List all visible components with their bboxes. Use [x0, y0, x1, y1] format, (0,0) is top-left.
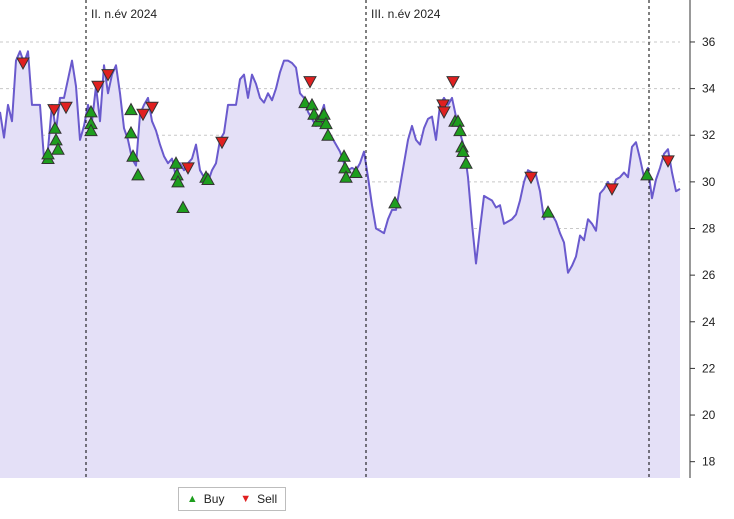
sell-signal-marker — [437, 106, 451, 119]
buy-signal-marker — [337, 149, 351, 162]
y-tick-label: 26 — [702, 268, 716, 282]
buy-signal-marker — [48, 121, 62, 134]
y-tick-label: 20 — [702, 408, 716, 422]
period-label: III. n.év 2024 — [371, 7, 441, 21]
buy-signal-marker — [305, 97, 319, 111]
y-tick-label: 32 — [702, 128, 716, 142]
sell-signal-marker — [136, 108, 150, 122]
sell-signal-marker — [436, 99, 450, 112]
buy-signal-marker — [339, 170, 353, 183]
buy-signal-marker — [321, 128, 335, 141]
sell-signal-marker — [303, 76, 317, 89]
buy-signal-marker — [131, 167, 145, 181]
series-area — [0, 51, 680, 479]
legend-label-buy: Buy — [203, 492, 225, 506]
y-tick-label: 28 — [702, 222, 716, 236]
triangle-down-icon: ▼ — [240, 492, 252, 505]
buy-signal-marker — [49, 132, 63, 146]
sell-signal-marker — [91, 80, 105, 94]
buy-signal-marker — [456, 144, 470, 158]
buy-signal-marker — [169, 156, 183, 169]
sell-signal-marker — [215, 136, 229, 150]
sell-signal-marker — [47, 104, 61, 117]
buy-signal-marker — [319, 116, 333, 130]
sell-signal-marker — [101, 69, 115, 82]
sell-signal-marker — [605, 183, 619, 196]
buy-signal-marker — [126, 149, 140, 162]
buy-signal-marker — [124, 102, 138, 116]
legend-label-sell: Sell — [257, 492, 278, 506]
chart-legend: ▲ Buy ▼ Sell — [178, 487, 286, 511]
buy-signal-marker — [349, 165, 363, 179]
y-tick-label: 18 — [702, 455, 716, 469]
period-label: II. n.év 2024 — [91, 7, 157, 21]
sell-signal-marker — [16, 57, 30, 71]
legend-item-buy[interactable]: ▲ Buy — [187, 492, 225, 506]
legend-item-sell[interactable]: ▼ Sell — [240, 492, 277, 506]
y-tick-label: 36 — [702, 35, 716, 49]
buy-signal-marker — [51, 142, 65, 155]
buy-signal-marker — [388, 195, 402, 209]
sell-signal-marker — [446, 76, 460, 89]
buy-signal-marker — [541, 205, 555, 218]
buy-signal-marker — [459, 156, 473, 169]
buy-signal-marker — [317, 107, 331, 120]
y-tick-label: 24 — [702, 315, 716, 329]
sell-signal-marker — [145, 101, 159, 115]
buy-signal-marker — [176, 200, 190, 214]
y-tick-label: 34 — [702, 82, 716, 96]
y-tick-label: 30 — [702, 175, 716, 189]
buy-signal-marker — [640, 167, 654, 181]
buy-signal-marker — [201, 172, 215, 186]
sell-signal-marker — [181, 162, 195, 175]
buy-signal-marker — [171, 174, 185, 188]
y-tick-label: 22 — [702, 361, 716, 375]
buy-signal-marker — [124, 125, 138, 139]
triangle-up-icon: ▲ — [186, 492, 198, 505]
buy-signal-marker — [84, 123, 98, 137]
buy-signal-marker — [453, 123, 467, 137]
buy-signal-marker — [298, 95, 312, 109]
buy-signal-marker — [41, 146, 55, 160]
sell-signal-marker — [661, 155, 675, 168]
sell-signal-marker — [59, 101, 73, 115]
buy-signal-marker — [451, 114, 465, 127]
sell-signal-marker — [524, 171, 538, 185]
